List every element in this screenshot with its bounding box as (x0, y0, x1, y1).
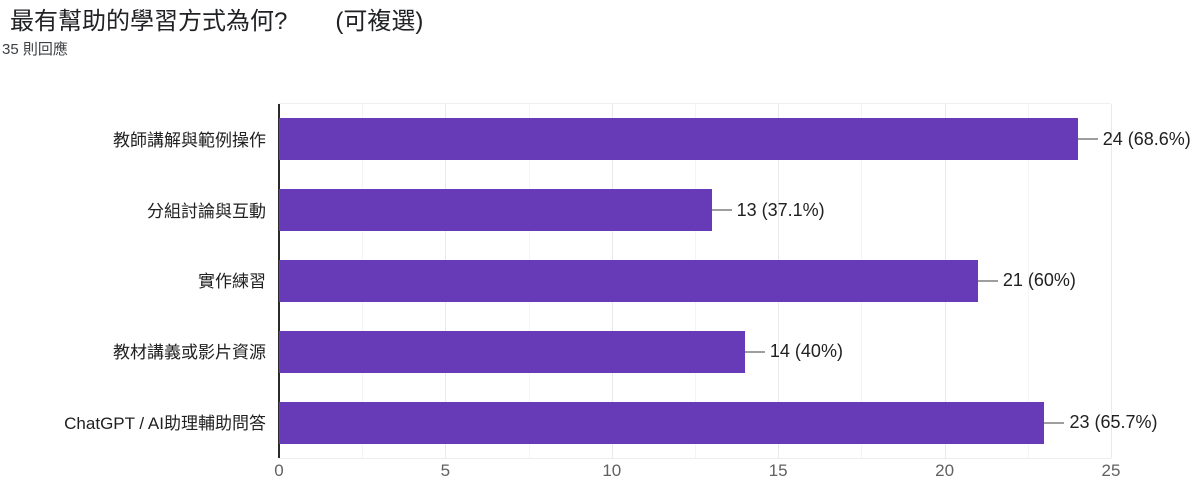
value-label: 24 (68.6%) (1102, 128, 1191, 149)
response-count: 35 則回應 (2, 41, 68, 58)
callout-line (1077, 138, 1098, 141)
bar-row: 23 (65.7%) (279, 387, 1158, 458)
category-label: 分組討論與互動 (147, 201, 266, 221)
value-label: 23 (65.7%) (1069, 412, 1158, 433)
bar (279, 189, 712, 232)
category-label: 教材講義或影片資源 (113, 343, 266, 363)
callout-line (744, 350, 765, 353)
x-axis: 0 5 10 15 20 25 (274, 461, 1120, 485)
callout-line (711, 209, 732, 212)
value-callout: 14 (40%) (744, 316, 843, 387)
bar-row: 13 (37.1%) (279, 175, 1111, 246)
bar-row: 14 (40%) (279, 316, 1111, 387)
gridline-minor (1027, 104, 1029, 458)
bar (279, 118, 1078, 161)
x-tick-label: 20 (935, 461, 955, 480)
bar-row: 24 (68.6%) (279, 104, 1191, 175)
category-label: ChatGPT / AI助理輔助問答 (64, 414, 266, 434)
x-tick-label: 15 (768, 461, 788, 480)
x-tick-label: 25 (1101, 461, 1121, 480)
category-labels-column: 教師講解與範例操作分組討論與互動實作練習教材講義或影片資源 ChatGPT / A… (0, 103, 266, 457)
value-label: 13 (37.1%) (736, 199, 825, 220)
category-label: 教師講解與範例操作 (113, 130, 266, 150)
value-callout: 23 (65.7%) (1044, 387, 1158, 458)
callout-line (1044, 421, 1065, 424)
x-tick-label: 0 (274, 461, 284, 480)
bar (279, 259, 978, 302)
callout-line (977, 279, 998, 282)
category-label: 實作練習 (198, 272, 266, 292)
bar (279, 330, 745, 373)
bar (279, 401, 1045, 444)
plot-area: 24 (68.6%) 13 (37.1%) 21 (60%) 14 (40%) 23 (… (278, 103, 1191, 459)
bar-row: 21 (60%) (279, 246, 1111, 317)
value-label: 14 (40%) (769, 341, 843, 362)
value-callout: 13 (37.1%) (711, 175, 825, 246)
gridline-major (1111, 104, 1112, 458)
value-callout: 21 (60%) (977, 246, 1076, 317)
value-label: 21 (60%) (1002, 270, 1076, 291)
value-callout: 24 (68.6%) (1077, 104, 1191, 175)
x-tick-label: 10 (602, 461, 622, 480)
x-tick-label: 5 (440, 461, 451, 480)
question-title: 最有幫助的學習方式為何? (可複選) (10, 8, 424, 35)
